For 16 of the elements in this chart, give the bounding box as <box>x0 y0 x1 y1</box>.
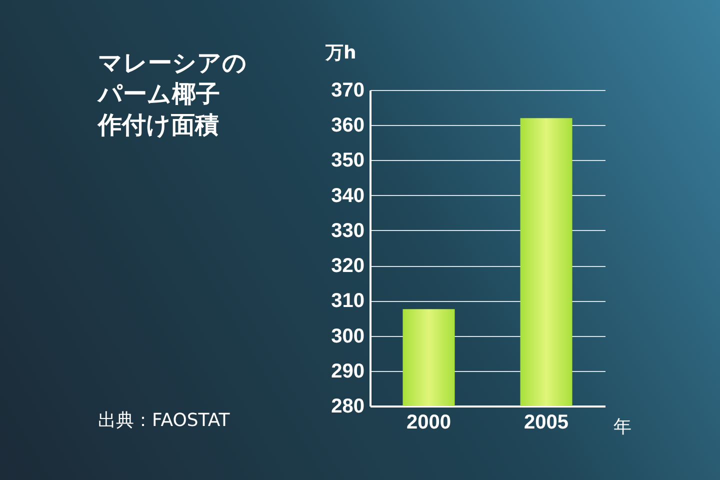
y-tick-label: 310 <box>331 290 364 312</box>
y-tick-label: 360 <box>331 114 364 137</box>
y-tick-label: 320 <box>331 255 364 278</box>
source-note: 出典：FAOSTAT <box>98 409 230 432</box>
y-tick-label: 300 <box>331 325 364 348</box>
y-tick-label: 340 <box>331 184 364 207</box>
y-tick-label: 290 <box>331 360 364 382</box>
y-tick-label: 370 <box>331 80 364 102</box>
x-tick-label: 2005 <box>524 412 568 434</box>
y-axis-title: 万h <box>324 42 356 64</box>
y-tick-label: 330 <box>331 220 364 242</box>
y-tick-label: 350 <box>331 150 364 172</box>
x-tick-label: 2000 <box>406 412 451 434</box>
x-axis-title: 年 <box>614 416 632 438</box>
chart-title: マレーシアのパーム椰子作付け面積 <box>98 49 247 139</box>
y-tick-label: 280 <box>331 396 364 418</box>
